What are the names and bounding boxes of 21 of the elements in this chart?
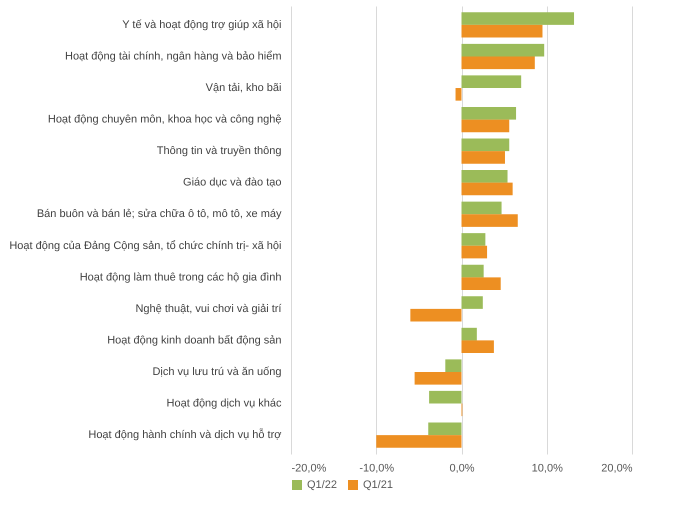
y-tick-label: Hoạt động kinh doanh bất động sản (107, 334, 282, 346)
y-tick-label: Hoạt động của Đảng Cộng sản, tổ chức chính trị- xã hội (9, 240, 282, 252)
legend-label: Q1/21 (363, 479, 393, 491)
y-tick-label: Hoạt động tài chính, ngân hàng và bảo hiểm (65, 50, 282, 62)
y-tick-label: Hoạt động dịch vụ khác (166, 398, 282, 410)
y-tick-label: Hoạt động chuyên môn, khoa học và công nghệ (48, 114, 282, 126)
y-tick-label: Bán buôn và bán lẻ; sửa chữa ô tô, mô tô, xe máy (36, 208, 282, 220)
x-tick-label: 20,0% (601, 462, 633, 474)
y-tick-label: Vận tải, kho bãi (206, 82, 282, 94)
x-tick-label: 10,0% (532, 462, 564, 474)
y-tick-label: Dịch vụ lưu trú và ăn uống (152, 366, 282, 378)
y-tick-label: Giáo dục và đào tạo (183, 176, 282, 189)
legend-label: Q1/22 (307, 479, 337, 491)
y-tick-label: Nghệ thuật, vui chơi và giải trí (135, 302, 282, 315)
x-tick-label: -10,0% (359, 462, 394, 474)
x-tick-label: -20,0% (292, 462, 327, 474)
y-tick-label: Thông tin và truyền thông (156, 145, 282, 158)
y-tick-label: Y tế và hoạt động trợ giúp xã hội (122, 18, 282, 31)
x-tick-label: 0,0% (449, 462, 475, 474)
y-tick-label: Hoạt động hành chính và dịch vụ hỗ trợ (88, 428, 282, 442)
y-tick-label: Hoạt động làm thuê trong các hộ gia đình (80, 271, 282, 284)
